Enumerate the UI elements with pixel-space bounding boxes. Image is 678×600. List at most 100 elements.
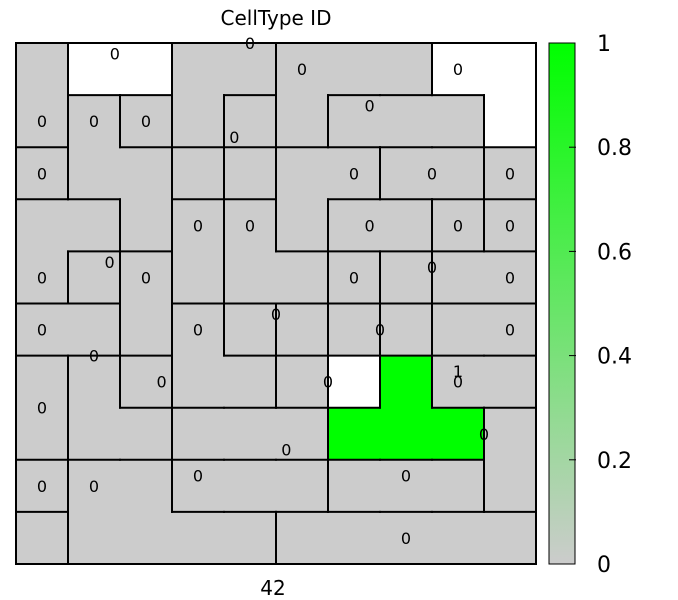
cell-square — [16, 199, 69, 252]
cell-square — [328, 147, 381, 200]
cell-region — [328, 355, 485, 461]
cell-region — [328, 199, 433, 357]
cell-id-label: 0 — [37, 112, 47, 131]
cell-square — [484, 251, 537, 305]
cell-region — [68, 355, 173, 461]
colorbar — [548, 42, 576, 565]
cell-id-label: 0 — [245, 216, 255, 235]
cell-region — [120, 95, 225, 200]
cell-square — [16, 407, 69, 461]
cell-id-label: 0 — [105, 253, 115, 272]
cell-square — [484, 303, 537, 357]
cell-square — [16, 355, 69, 409]
cell-region — [224, 95, 277, 148]
cell-square — [432, 95, 485, 148]
cell-id-label: 0 — [453, 216, 463, 235]
cell-square — [68, 459, 121, 513]
cell-square — [120, 147, 173, 200]
cell-region — [484, 199, 537, 252]
cell-labels: 0 0 0 0 0 0 0 0 0 0 0 0 0 0 0 0 0 0 0 0 0 0 0 0 0 0 0 0 0 0 0 0 0 1 0 0 0 0 0 0… — [37, 34, 515, 548]
cell-square — [380, 303, 433, 357]
cell-id-label: 0 — [505, 321, 515, 340]
cell-square — [224, 407, 277, 461]
cell-square — [172, 355, 225, 409]
cell-region — [224, 199, 329, 305]
cell-square — [484, 355, 537, 409]
cell-id-label: 0 — [401, 466, 411, 485]
cell-square — [484, 459, 537, 513]
cell-id-label: 1 — [453, 362, 463, 381]
cell-square — [224, 459, 277, 513]
cell-square — [432, 511, 485, 565]
cell-region — [276, 43, 433, 148]
cell-region — [16, 459, 69, 513]
cell-square — [432, 303, 485, 357]
cell-square — [276, 251, 329, 305]
cell-square — [328, 251, 381, 305]
cell-square — [224, 303, 277, 357]
cell-square — [432, 407, 485, 461]
cell-id-label: 0 — [453, 60, 463, 79]
cell-square — [224, 199, 277, 252]
cell-square — [172, 43, 225, 96]
cell-region — [172, 303, 277, 409]
cell-square — [380, 147, 433, 200]
cell-region — [16, 43, 69, 148]
cell-square — [484, 199, 537, 252]
cell-id-label: 0 — [365, 216, 375, 235]
cell-id-label: 0 — [37, 477, 47, 496]
cell-region — [16, 355, 69, 461]
cell-id-label: 0 — [193, 321, 203, 340]
cell-square — [276, 43, 329, 96]
cell-region — [484, 147, 537, 200]
cell-square — [484, 43, 537, 96]
plot-frame — [15, 42, 537, 565]
cell-region — [172, 199, 225, 305]
cell-square — [432, 199, 485, 252]
cell-square — [16, 147, 69, 200]
cell-square — [120, 199, 173, 252]
cell-region — [484, 407, 537, 513]
colorbar-ticks: 0 0.2 0.4 0.6 0.8 1 — [569, 32, 632, 578]
cell-region — [16, 199, 121, 305]
cell-region — [172, 43, 277, 200]
cell-id-label: 0 — [349, 268, 359, 287]
cell-id-label: 0 — [479, 425, 489, 444]
cell-region — [172, 407, 329, 461]
cell-square — [120, 95, 173, 148]
cell-square — [224, 43, 277, 96]
cell-square — [16, 511, 69, 565]
cell-square — [16, 459, 69, 513]
cell-square — [276, 511, 329, 565]
cell-id-label: 0 — [505, 268, 515, 287]
cell-square — [380, 459, 433, 513]
cell-region — [328, 251, 381, 305]
cell-square — [120, 251, 173, 305]
cell-id-label: 0 — [89, 347, 99, 366]
cell-region — [276, 303, 433, 357]
cell-region — [16, 511, 537, 565]
cell-square — [68, 303, 121, 357]
cell-id-label: 0 — [89, 112, 99, 131]
cell-id-label: 0 — [141, 112, 151, 131]
cell-square — [380, 199, 433, 252]
cell-square — [224, 95, 277, 148]
cell-id-label: 0 — [427, 258, 437, 277]
cell-square — [380, 251, 433, 305]
cell-square — [172, 251, 225, 305]
cell-id-label: 0 — [349, 164, 359, 183]
cell-square — [224, 511, 277, 565]
cell-square — [432, 147, 485, 200]
cell-id-label: 0 — [193, 466, 203, 485]
cell-id-label: 0 — [37, 164, 47, 183]
chart-title: CellType ID — [221, 6, 332, 30]
cell-square — [172, 95, 225, 148]
cell-square — [432, 355, 485, 409]
cell-square — [16, 303, 69, 357]
cell-square — [224, 355, 277, 409]
cell-square — [172, 147, 225, 200]
cells-layer — [16, 43, 537, 565]
cell-square — [276, 95, 329, 148]
cell-square — [328, 95, 381, 148]
cell-region — [432, 303, 537, 357]
